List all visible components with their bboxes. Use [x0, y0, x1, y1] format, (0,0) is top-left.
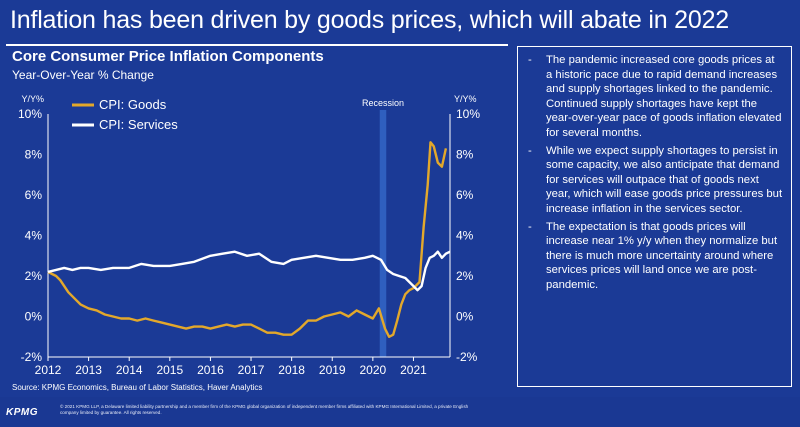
commentary-bullet: - The expectation is that goods prices wi…	[528, 220, 778, 291]
cpi-services-line	[47, 250, 451, 292]
y-tick-right: 4%	[456, 229, 474, 243]
y-tick-left: 8%	[25, 148, 43, 162]
source-note: Source: KPMG Economics, Bureau of Labor …	[12, 383, 263, 392]
kpmg-logo: KPMG	[6, 407, 38, 418]
y-tick-right: 10%	[456, 107, 480, 121]
page-headline: Inflation has been driven by goods price…	[10, 6, 729, 34]
x-tick-label: 2014	[116, 363, 143, 377]
x-tick-label: 2015	[156, 363, 183, 377]
legend-services-label: CPI: Services	[99, 117, 178, 132]
recession-band	[379, 110, 387, 357]
y-axis-left-unit: Y/Y%	[21, 94, 44, 104]
commentary-bullet: - The pandemic increased core goods price…	[528, 54, 782, 139]
y-tick-right: 6%	[456, 188, 474, 202]
y-tick-left: 6%	[25, 188, 43, 202]
y-tick-left: 0%	[25, 310, 43, 324]
y-tick-left: 4%	[25, 229, 43, 243]
x-tick-label: 2012	[35, 363, 62, 377]
y-tick-left: 2%	[25, 269, 43, 283]
commentary-bullet: - While we expect supply shortages to per…	[528, 144, 783, 215]
y-tick-right: 0%	[456, 310, 474, 324]
x-tick-label: 2019	[319, 363, 346, 377]
y-tick-left: 10%	[18, 107, 42, 121]
chart-panel	[6, 44, 508, 401]
chart-title: Core Consumer Price Inflation Components	[12, 48, 324, 65]
chart-subtitle: Year-Over-Year % Change	[12, 68, 154, 82]
cpi-goods-line	[47, 141, 448, 338]
recession-label: Recession	[362, 98, 404, 108]
y-tick-right: 2%	[456, 269, 474, 283]
x-tick-label: 2016	[197, 363, 224, 377]
x-tick-label: 2021	[400, 363, 427, 377]
y-tick-right: -2%	[456, 350, 478, 364]
x-tick-label: 2020	[359, 363, 386, 377]
commentary-panel: - The pandemic increased core goods price…	[517, 46, 792, 387]
x-tick-label: 2018	[278, 363, 305, 377]
footer	[0, 397, 800, 427]
legend-goods-label: CPI: Goods	[99, 97, 167, 112]
y-tick-right: 8%	[456, 148, 474, 162]
y-axis-right-unit: Y/Y%	[454, 94, 477, 104]
commentary-list: - The pandemic increased core goods price…	[518, 47, 791, 293]
legal-disclaimer: © 2021 KPMG LLP, a Delaware limited liab…	[60, 404, 469, 415]
x-tick-label: 2013	[75, 363, 102, 377]
y-tick-left: -2%	[21, 350, 43, 364]
x-tick-label: 2017	[238, 363, 265, 377]
